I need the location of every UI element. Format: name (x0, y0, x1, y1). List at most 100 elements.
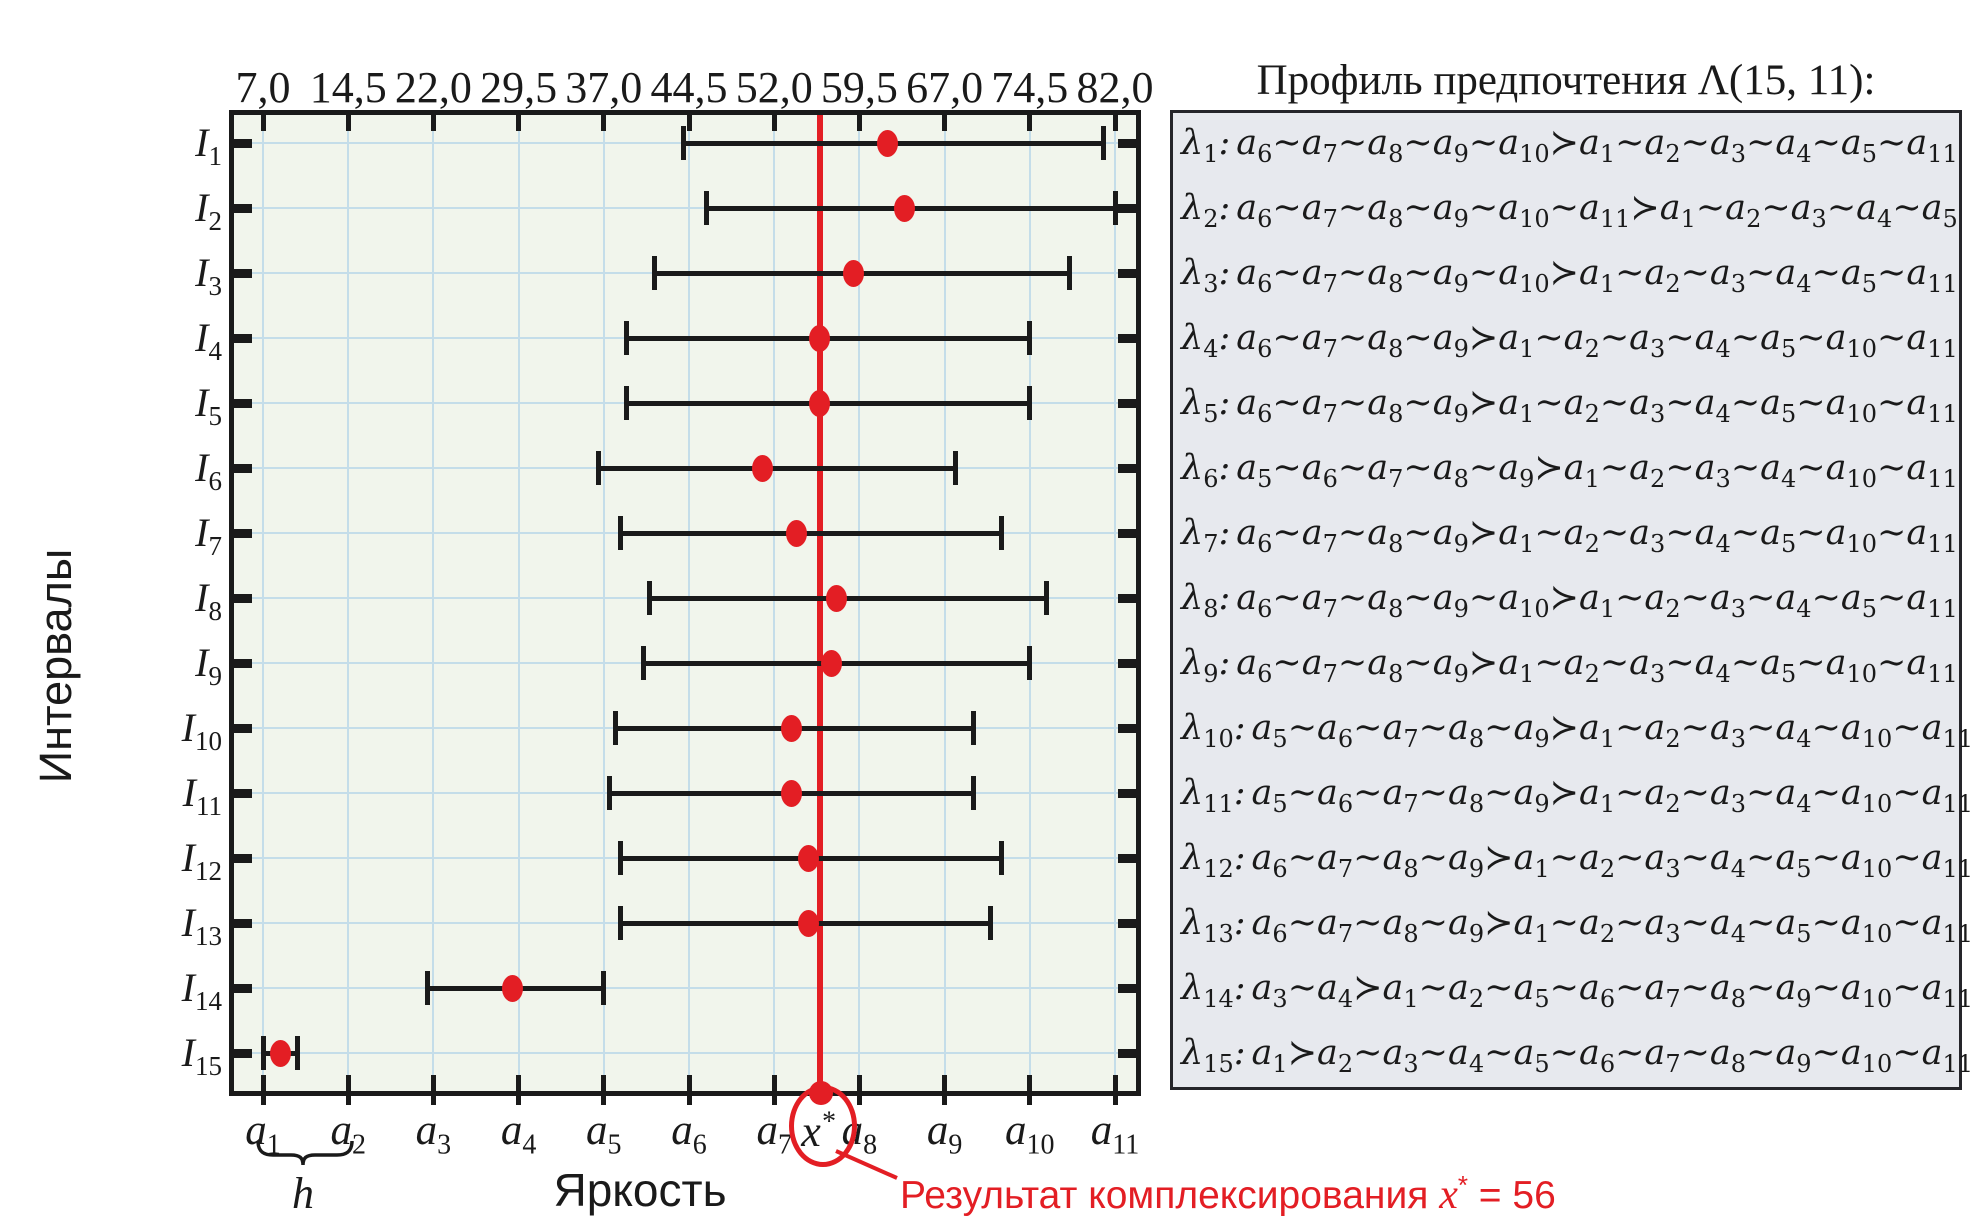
gridline-vertical (773, 115, 776, 1091)
preference-line: λ14: a3∼a4≻a1∼a2∼a5∼a6∼a7∼a8∼a9∼a10∼a11 (1181, 963, 1973, 1013)
x-axis-title: Яркость (553, 1164, 727, 1216)
lambda-expression: a6∼a7∼a8∼a9∼a10≻a1∼a2∼a3∼a4∼a5∼a11 (1236, 123, 1958, 168)
lambda-expression: a6∼a7∼a8∼a9≻a1∼a2∼a3∼a4∼a5∼a10∼a11 (1251, 903, 1974, 948)
lambda-expression: a6∼a7∼a8∼a9∼a10∼a11≻a1∼a2∼a3∼a4∼a5 (1236, 188, 1958, 233)
interval-point (820, 649, 842, 677)
axis-tick-top (771, 115, 777, 131)
axis-tick-bottom (345, 1075, 351, 1105)
x-axis-tick-label: 14,5 (309, 63, 387, 112)
interval-cap-right (998, 516, 1004, 550)
interval-cap-right (601, 971, 607, 1005)
row-tick-right (1118, 529, 1136, 538)
axis-tick-top (1112, 115, 1118, 131)
row-tick-left (234, 919, 252, 928)
interval-cap-right (998, 841, 1004, 875)
result-annotation: Результат комплексирования x* = 56 (900, 1170, 1556, 1219)
interval-cap-left (618, 516, 624, 550)
gridline-vertical (517, 115, 520, 1091)
gridline-vertical (432, 115, 435, 1091)
row-tick-left (234, 984, 252, 993)
axis-tick-top (1027, 115, 1033, 131)
row-label: I1 (195, 120, 222, 171)
row-label: I4 (195, 315, 222, 366)
row-tick-right (1118, 464, 1136, 473)
interval-point (877, 129, 899, 157)
row-tick-right (1118, 594, 1136, 603)
interval-point (797, 844, 819, 872)
interval-cap-left (641, 646, 647, 680)
gridline-vertical (1114, 115, 1116, 1091)
row-tick-right (1118, 854, 1136, 863)
interval-bar (620, 530, 1002, 536)
x-axis-tick-label: 74,5 (991, 63, 1069, 112)
interval-cap-right (1044, 581, 1050, 615)
row-tick-right (1118, 919, 1136, 928)
interval-cap-left (618, 841, 624, 875)
interval-cap-right (970, 711, 976, 745)
preference-profile-title: Профиль предпочтения Λ(15, 11): (1256, 57, 1876, 104)
interval-cap-right (1101, 126, 1107, 160)
row-tick-left (234, 659, 252, 668)
interval-cap-left (624, 321, 630, 355)
preference-line: λ3: a6∼a7∼a8∼a9∼a10≻a1∼a2∼a3∼a4∼a5∼a11 (1181, 248, 1959, 298)
x-axis-point-label: a11 (1090, 1107, 1140, 1161)
interval-point (809, 389, 831, 417)
axis-tick-top (942, 115, 948, 131)
interval-cap-left (680, 126, 686, 160)
row-label: I9 (195, 640, 222, 691)
lambda-name: λ11: (1181, 773, 1246, 818)
h-step-label: h (292, 1169, 314, 1218)
result-vertical-line (816, 115, 823, 1091)
interval-point (797, 909, 819, 937)
gridline-vertical (858, 115, 861, 1091)
lambda-name: λ13: (1181, 903, 1246, 948)
lambda-name: λ3: (1181, 253, 1231, 298)
interval-cap-right (1027, 321, 1033, 355)
interval-cap-left (606, 776, 612, 810)
x-axis-point-label: a4 (500, 1107, 537, 1161)
preference-line: λ7: a6∼a7∼a8∼a9≻a1∼a2∼a3∼a4∼a5∼a10∼a11 (1181, 508, 1959, 558)
x-axis-point-label: a10 (1005, 1107, 1055, 1161)
interval-point (752, 454, 774, 482)
row-tick-left (234, 724, 252, 733)
x-axis-tick-label: 82,0 (1076, 63, 1154, 112)
row-label: I6 (195, 445, 222, 496)
row-label: I7 (195, 510, 222, 561)
plot-area (229, 110, 1141, 1096)
interval-cap-right (987, 906, 993, 940)
x-axis-point-label: a6 (671, 1107, 707, 1161)
gridline-vertical (602, 115, 605, 1091)
lambda-name: λ7: (1181, 513, 1231, 558)
gridline-vertical (262, 115, 264, 1091)
interval-point (894, 194, 916, 222)
lambda-expression: a6∼a7∼a8∼a9∼a10≻a1∼a2∼a3∼a4∼a5∼a11 (1236, 253, 1958, 298)
interval-point (269, 1039, 291, 1067)
gridline-horizontal (234, 1052, 1136, 1054)
lambda-expression: a6∼a7∼a8∼a9≻a1∼a2∼a3∼a4∼a5∼a10∼a11 (1236, 383, 1958, 428)
interval-cap-right (1027, 386, 1033, 420)
interval-cap-left (612, 711, 618, 745)
lambda-expression: a3∼a4≻a1∼a2∼a5∼a6∼a7∼a8∼a9∼a10∼a11 (1251, 968, 1974, 1013)
result-annotation-sup: * (1457, 1170, 1468, 1200)
preference-line: λ9: a6∼a7∼a8∼a9≻a1∼a2∼a3∼a4∼a5∼a10∼a11 (1181, 638, 1959, 688)
interval-cap-left (703, 191, 709, 225)
x-axis-point-label: a9 (926, 1107, 963, 1161)
gridline-vertical (688, 115, 690, 1091)
axis-tick-bottom (686, 1075, 692, 1105)
row-tick-right (1118, 1049, 1136, 1058)
row-tick-left (234, 204, 252, 213)
axis-tick-top (260, 115, 266, 131)
lambda-expression: a1≻a2∼a3∼a4∼a5∼a6∼a7∼a8∼a9∼a10∼a11 (1251, 1033, 1974, 1078)
lambda-expression: a6∼a7∼a8∼a9≻a1∼a2∼a3∼a4∼a5∼a10∼a11 (1236, 643, 1958, 688)
axis-tick-bottom (430, 1075, 436, 1105)
lambda-name: λ9: (1181, 643, 1231, 688)
axis-tick-bottom (260, 1075, 266, 1105)
axis-tick-bottom (856, 1075, 862, 1105)
row-tick-left (234, 854, 252, 863)
lambda-name: λ5: (1181, 383, 1231, 428)
row-label: I10 (181, 705, 222, 756)
result-annotation-value: = 56 (1467, 1174, 1556, 1217)
x-axis-tick-label: 22,0 (394, 63, 472, 112)
axis-tick-top (516, 115, 522, 131)
